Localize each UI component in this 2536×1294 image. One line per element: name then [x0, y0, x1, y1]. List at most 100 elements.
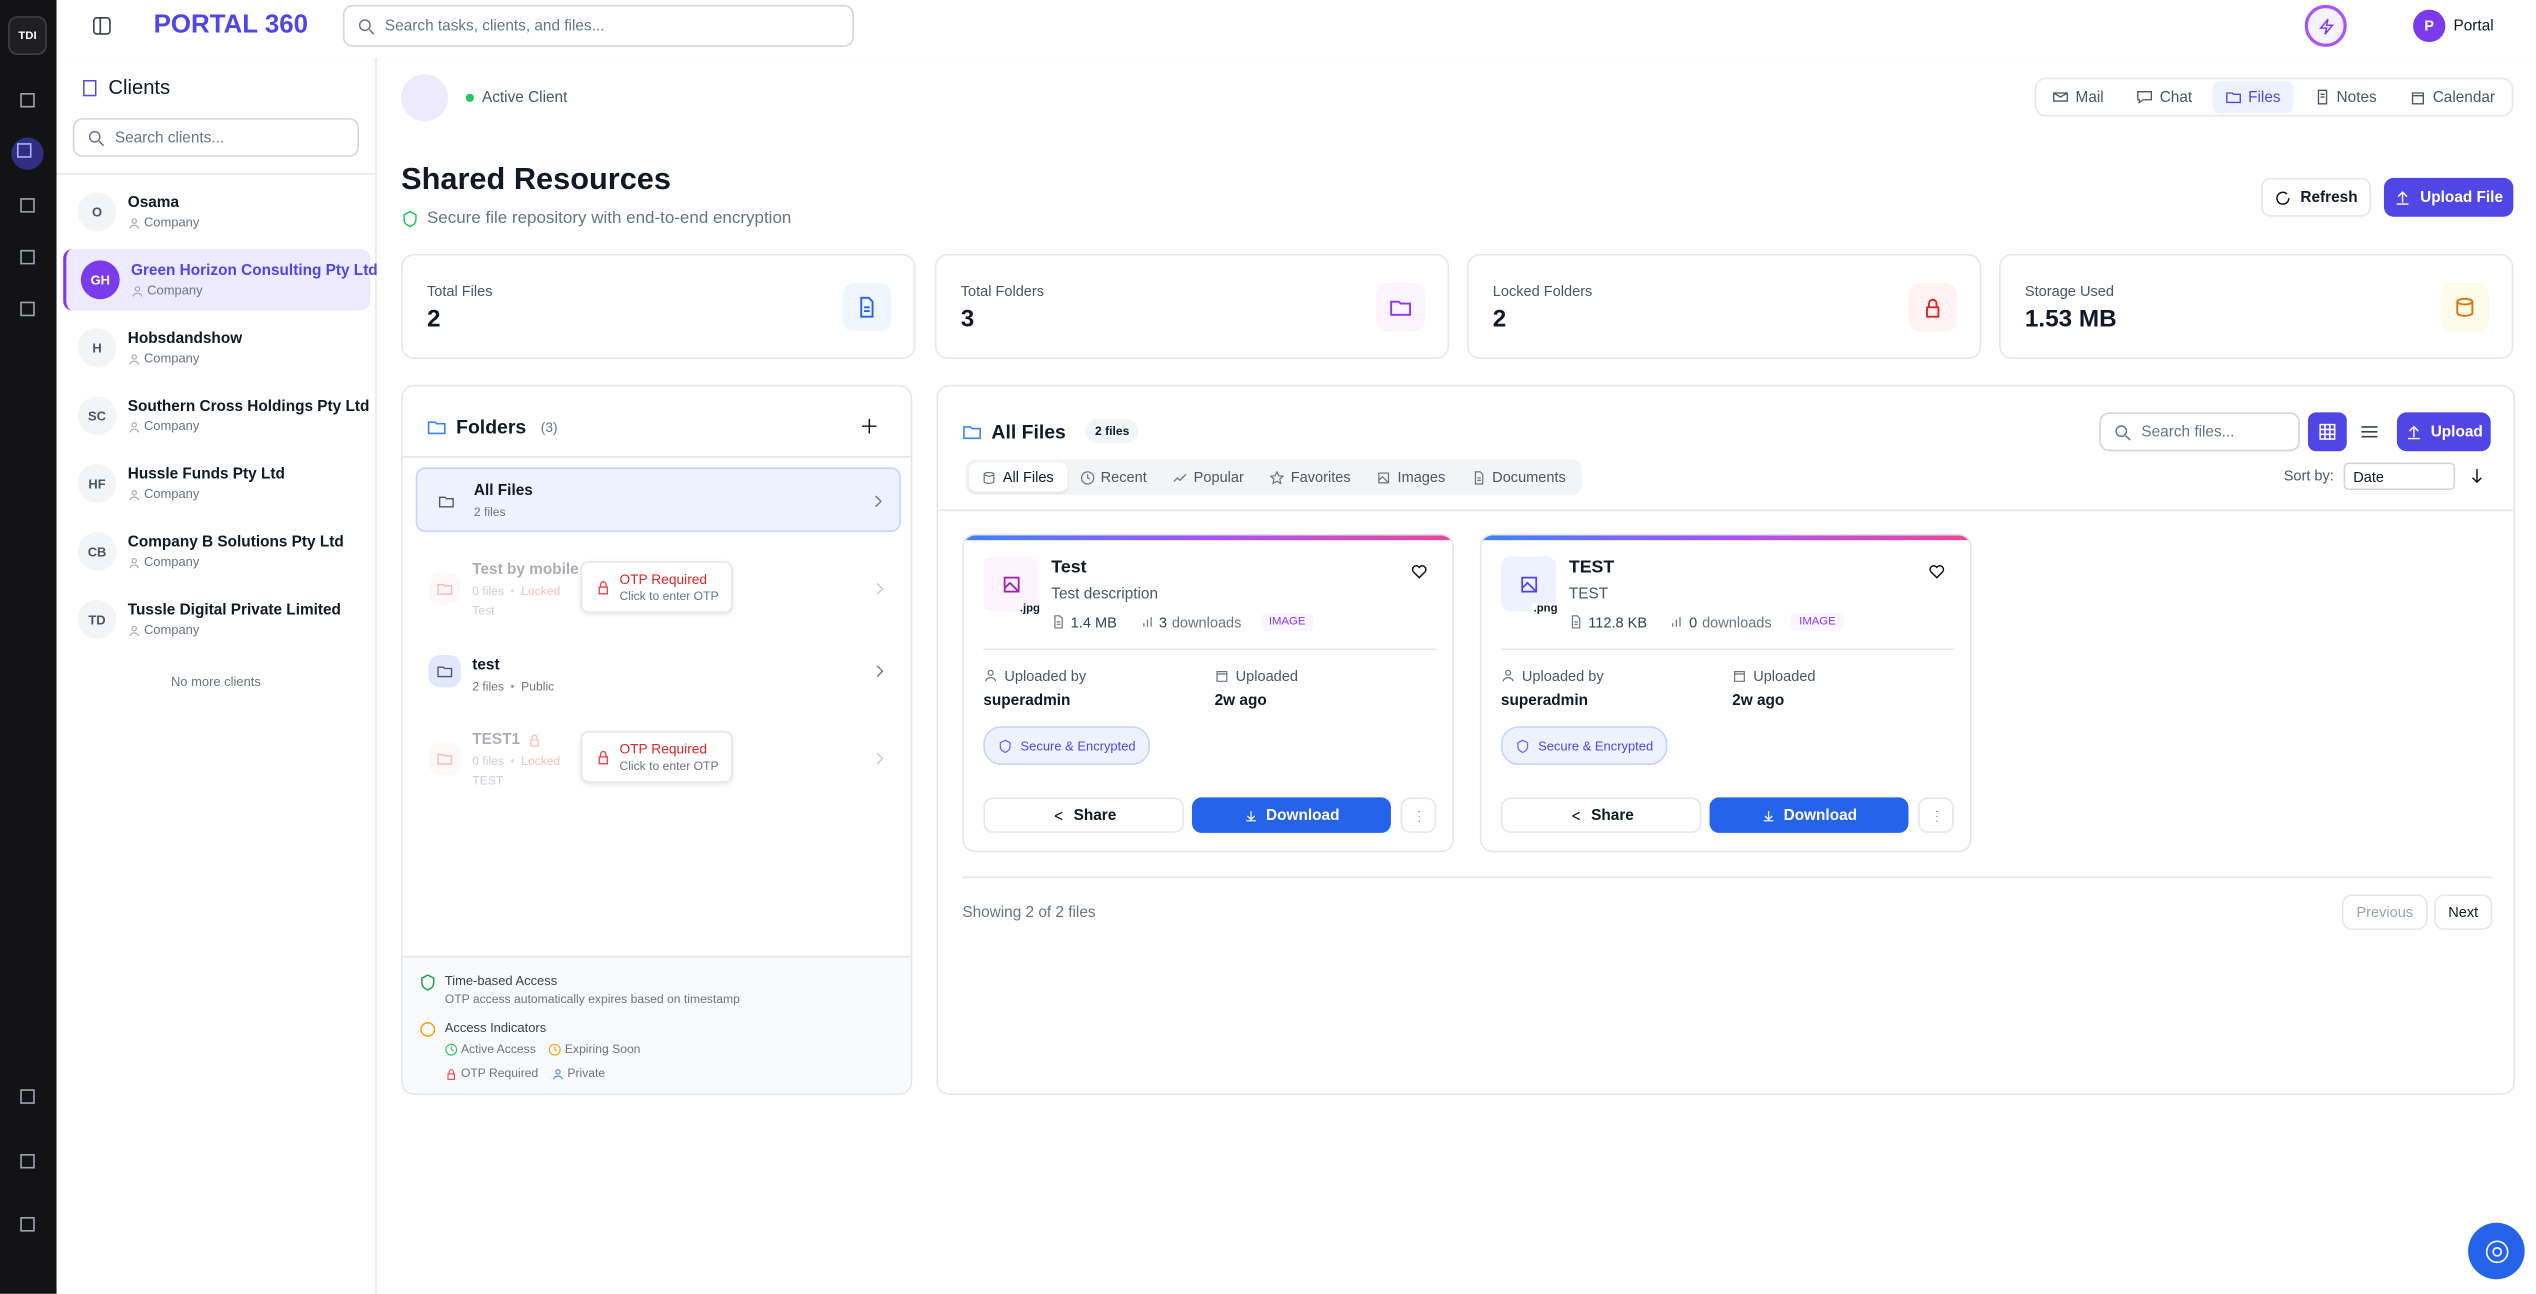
favorite[interactable] — [1928, 563, 1946, 586]
icon — [860, 296, 874, 318]
client-tab[interactable]: Notes — [2301, 81, 2390, 113]
add-folder[interactable] — [862, 412, 877, 438]
refresh-button[interactable]: Refresh — [2261, 177, 2372, 217]
icon — [20, 198, 35, 213]
favorite[interactable] — [1410, 563, 1428, 586]
download-button[interactable]: Download — [1191, 797, 1391, 833]
list-view[interactable] — [2350, 412, 2389, 451]
folder-item[interactable]: All Files 2 files — [415, 467, 901, 533]
next-button[interactable]: Next — [2434, 894, 2493, 930]
client-row[interactable]: CB Company B Solutions Pty Ltd Company — [63, 521, 367, 582]
client-search[interactable]: Search clients... — [72, 118, 360, 157]
nav-icon[interactable] — [15, 87, 41, 113]
client-row[interactable]: GH Green Horizon Consulting Pty Ltd Comp… — [63, 249, 378, 311]
divider — [56, 173, 376, 175]
client-tab[interactable]: Mail — [2040, 81, 2117, 113]
client-tab[interactable]: Files — [2212, 80, 2294, 114]
global-search[interactable]: Search tasks, clients, and files... — [342, 4, 854, 47]
file-thumb: .png — [1500, 556, 1560, 615]
nav-icon[interactable] — [11, 137, 44, 170]
share-button[interactable]: Share — [983, 797, 1184, 833]
top-bar: PORTAL 360 Search tasks, clients, and fi… — [56, 0, 2536, 60]
icon — [1929, 565, 1945, 579]
client-row[interactable]: HF Hussle Funds Pty Ltd Company — [63, 453, 367, 514]
folder-item[interactable]: Test by mobile d 0 files • Locked Test OTP… — [416, 555, 901, 623]
icon — [437, 666, 453, 678]
client-type: Company — [143, 215, 200, 230]
download-button[interactable]: Download — [1709, 797, 1909, 833]
client-avatar: TD — [77, 600, 117, 639]
folder-files: 0 files — [472, 583, 504, 599]
filter-tab[interactable]: Documents — [1458, 463, 1579, 492]
file-search[interactable]: Search files... — [2099, 412, 2300, 452]
nav-icon[interactable] — [15, 1148, 41, 1174]
uploader: superadmin — [1500, 692, 1589, 711]
sort-select[interactable]: Date — [2343, 462, 2456, 491]
filter-tab[interactable]: All Files — [968, 462, 1067, 492]
icon — [1269, 469, 1285, 484]
folder-item[interactable]: test 2 files • Public — [416, 645, 901, 697]
legend-title: Access Indicators — [444, 1020, 547, 1036]
otp-badge[interactable]: OTP Required Click to enter OTP — [580, 561, 733, 613]
more-button[interactable] — [1400, 797, 1437, 833]
filter-tab[interactable]: Recent — [1067, 463, 1160, 492]
icon — [20, 1089, 35, 1104]
sidebar-toggle[interactable] — [92, 16, 111, 35]
help-fab[interactable] — [2468, 1222, 2525, 1280]
client-row[interactable]: H Hobsdandshow Company — [63, 317, 367, 378]
quick-action[interactable] — [2304, 4, 2347, 47]
client-type: Company — [143, 418, 200, 434]
icon — [1517, 738, 1529, 753]
icon — [1142, 617, 1151, 627]
file-size: 112.8 KB — [1588, 613, 1648, 630]
icon — [16, 143, 32, 158]
icon — [1054, 810, 1063, 820]
otp-badge[interactable]: OTP Required Click to enter OTP — [580, 731, 733, 783]
grid-view[interactable] — [2307, 412, 2347, 452]
nav-icon[interactable] — [15, 296, 41, 322]
client-tab[interactable]: Chat — [2124, 81, 2205, 113]
user-avatar[interactable]: P — [2413, 9, 2446, 43]
client-tab[interactable]: Calendar — [2397, 81, 2508, 113]
client-avatar: GH — [80, 260, 120, 300]
downloads-label: downloads — [1171, 613, 1242, 630]
filter-tab[interactable]: Popular — [1160, 463, 1257, 492]
card-accent — [963, 535, 1453, 541]
filter-label: Images — [1397, 469, 1446, 486]
nav-icon[interactable] — [15, 1211, 41, 1237]
indicator-label: Private — [567, 1065, 606, 1081]
button-label: Refresh — [2300, 188, 2358, 207]
upload-button[interactable]: Upload — [2396, 412, 2491, 452]
stat-label: Storage Used — [2024, 283, 2114, 300]
share-button[interactable]: Share — [1500, 797, 1702, 833]
sort-direction[interactable] — [2470, 469, 2485, 484]
sort-label: Sort by: — [2283, 467, 2334, 484]
icon — [20, 92, 35, 108]
nav-icon[interactable] — [15, 244, 41, 270]
client-row[interactable]: SC Southern Cross Holdings Pty Ltd Compa… — [63, 385, 369, 446]
icon — [1520, 575, 1537, 592]
client-row[interactable]: TD Tussle Digital Private Limited Compan… — [63, 589, 367, 650]
icon — [1502, 669, 1514, 682]
folder-files: 2 files — [472, 679, 504, 694]
filter-tab[interactable]: Favorites — [1257, 463, 1364, 492]
stat-card: Total Files 2 — [401, 253, 916, 360]
user-name[interactable]: Portal — [2453, 17, 2494, 36]
filter-tab[interactable]: Images — [1364, 463, 1459, 492]
client-row[interactable]: O Osama Company — [63, 181, 367, 242]
client-type: Company — [143, 554, 200, 570]
icon — [876, 582, 884, 595]
app-title: PORTAL 360 — [153, 11, 309, 39]
otp-title: OTP Required — [619, 740, 708, 757]
more-button[interactable] — [1918, 797, 1954, 833]
upload-file-button[interactable]: Upload File — [2383, 177, 2514, 217]
icon — [20, 1217, 35, 1232]
folder-item[interactable]: TEST1 0 files • Locked TEST OTP Required Cl… — [416, 725, 901, 793]
folder-description: Test — [472, 603, 495, 618]
logo[interactable]: TDI — [8, 16, 47, 55]
stat-icon — [2440, 283, 2490, 332]
nav-icon[interactable] — [15, 1084, 41, 1110]
previous-button[interactable]: Previous — [2341, 894, 2428, 930]
nav-icon[interactable] — [15, 192, 41, 218]
